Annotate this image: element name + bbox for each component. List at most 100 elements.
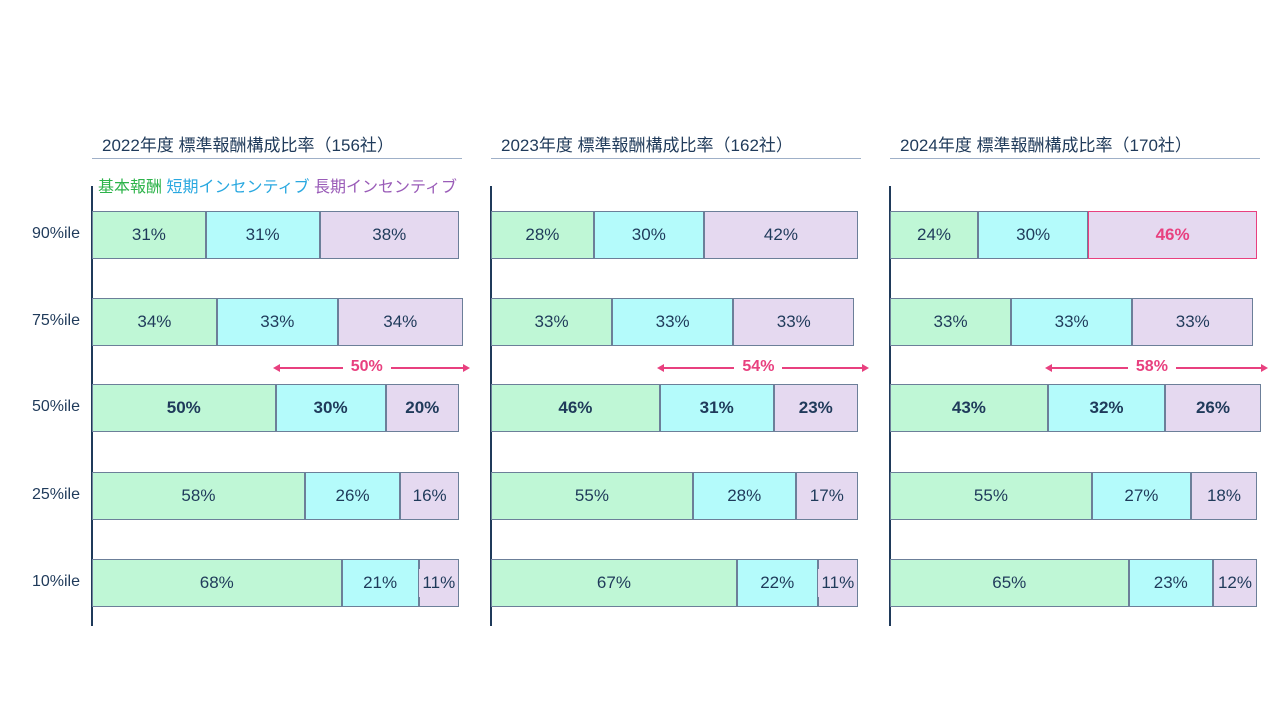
bar-segment: 33% [612,298,734,346]
data-label: 33% [260,312,295,331]
axis-line [490,186,492,626]
data-label: 12% [1214,569,1255,597]
row-label: 90%ile [31,225,80,242]
panel-title: 2023年度 標準報酬構成比率（162社） [501,136,793,155]
bar-segment: 33% [491,298,613,346]
bar-segment: 55% [890,472,1092,520]
panel-title: 2022年度 標準報酬構成比率（156社） [102,136,394,155]
bar-segment: 33% [1011,298,1133,346]
axis-line [889,186,891,626]
bar-segment: 43% [890,384,1048,432]
data-label: 20% [405,398,440,417]
legend-short: 短期インセンティブ [166,179,310,196]
panel-title: 2024年度 標準報酬構成比率（170社） [900,136,1192,155]
bar-segment: 38% [319,211,459,259]
data-label: 33% [1175,312,1210,331]
legend-base: 基本報酬 [98,179,163,196]
data-label: 33% [655,312,690,331]
data-label: 11% [419,569,459,597]
arrow-head-left [656,364,664,372]
data-label: 43% [951,398,986,417]
data-label: 55% [973,486,1008,505]
bar-segment: 12% [1212,559,1257,607]
bar-segment: 33% [216,298,338,346]
data-label: 33% [534,312,569,331]
bar-segment: 33% [1132,298,1254,346]
row-label: 75%ile [31,312,80,329]
bar-segment: 26% [304,472,401,520]
annotation-label: 50% [342,358,391,376]
bar-segment: 30% [978,211,1089,259]
data-label: 18% [1206,486,1241,505]
legend-long: 長期インセンティブ [313,179,458,196]
data-label: 16% [412,486,447,505]
data-label: 11% [818,569,858,597]
data-label: 26% [1195,398,1230,417]
data-label: 30% [313,398,348,417]
data-label: 33% [776,312,811,331]
bar-segment: 27% [1091,472,1191,520]
data-label: 58% [181,486,216,505]
bar-segment: 31% [92,211,206,259]
data-label: 30% [1016,225,1051,244]
data-label: 22% [760,573,795,592]
data-label: 34% [383,312,418,331]
data-label: 24% [917,225,952,244]
axis-line [91,186,93,626]
bar-segment: 58% [92,472,305,520]
data-label: 21% [363,573,398,592]
data-label: 17% [809,486,844,505]
title-underline [491,158,861,159]
bar-segment: 16% [400,472,459,520]
data-label: 30% [631,225,666,244]
annotation-label: 54% [734,358,783,376]
data-label: 34% [137,312,172,331]
bar-segment: 20% [385,384,459,432]
data-label: 38% [372,225,407,244]
title-underline [92,158,462,159]
bar-segment: 46% [1088,211,1257,259]
data-label: 32% [1089,398,1124,417]
bar-segment: 55% [491,472,693,520]
bar-segment: 30% [593,211,704,259]
arrow-head-right [862,364,869,372]
bar-segment: 32% [1047,384,1166,432]
bar-segment: 28% [491,211,594,259]
bar-segment: 17% [795,472,858,520]
bar-segment: 18% [1190,472,1257,520]
row-label: 10%ile [31,573,80,590]
arrow-head-right [463,364,470,372]
data-label: 33% [1054,312,1089,331]
data-label: 27% [1124,486,1159,505]
data-label: 65% [992,573,1027,592]
bar-segment: 22% [736,559,818,607]
bar-segment: 31% [659,384,774,432]
bar-segment: 30% [275,384,386,432]
row-label: 25%ile [31,486,80,503]
data-label: 31% [699,398,734,417]
bar-segment: 34% [337,298,463,346]
data-label: 67% [596,573,631,592]
bar-segment: 23% [773,384,858,432]
bar-segment: 11% [418,559,459,607]
bar-segment: 33% [890,298,1012,346]
data-label: 68% [199,573,234,592]
title-underline [890,158,1260,159]
data-label: 46% [558,398,593,417]
bar-segment: 33% [733,298,855,346]
data-label: 26% [335,486,370,505]
bar-segment: 46% [491,384,660,432]
bar-segment: 24% [890,211,979,259]
legend: 基本報酬 短期インセンティブ 長期インセンティブ [98,173,457,197]
data-label: 28% [727,486,762,505]
annotation-label: 58% [1127,358,1176,376]
bar-segment: 65% [890,559,1129,607]
data-label: 46% [1155,225,1190,244]
data-label: 33% [933,312,968,331]
bar-segment: 21% [341,559,419,607]
arrow-head-left [272,364,280,372]
bar-segment: 42% [703,211,858,259]
bar-segment: 26% [1165,384,1261,432]
bar-segment: 28% [692,472,796,520]
data-label: 50% [166,398,201,417]
